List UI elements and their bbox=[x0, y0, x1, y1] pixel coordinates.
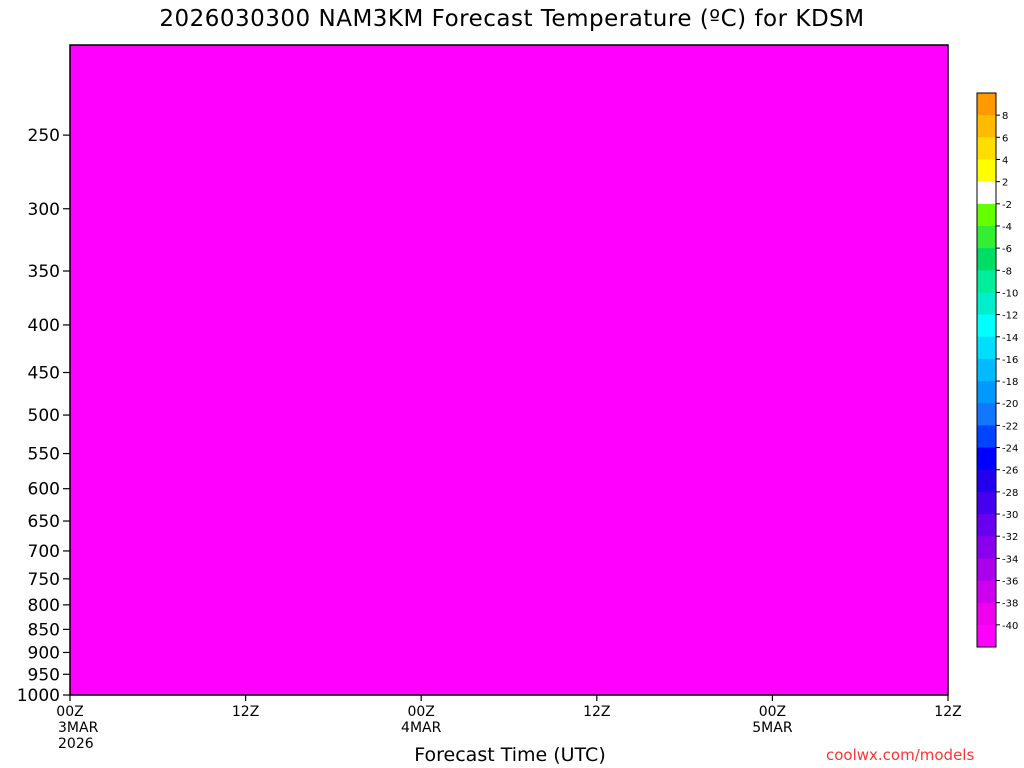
colorbar-label: 4 bbox=[1002, 155, 1008, 166]
colorbar-label: -6 bbox=[1002, 244, 1012, 255]
colorbar-swatch bbox=[977, 425, 996, 449]
colorbar-swatch bbox=[977, 514, 996, 537]
y-tick-label: 1000 bbox=[17, 686, 60, 706]
colorbar-label: -10 bbox=[1002, 288, 1018, 299]
x-tick-time: 12Z bbox=[232, 704, 259, 720]
x-tick-time: 00Z bbox=[407, 704, 434, 720]
colorbar-swatch bbox=[977, 115, 996, 138]
y-tick-label: 550 bbox=[28, 445, 60, 465]
colorbar-label: -22 bbox=[1002, 421, 1018, 432]
colorbar-label: -4 bbox=[1002, 222, 1012, 233]
colorbar-swatch bbox=[977, 381, 996, 404]
y-tick-label: 800 bbox=[28, 596, 60, 616]
colorbar-label: -28 bbox=[1002, 488, 1018, 499]
colorbar-label: -40 bbox=[1002, 621, 1018, 632]
x-tick-time: 12Z bbox=[583, 704, 610, 720]
colorbar-label: -16 bbox=[1002, 355, 1018, 366]
colorbar-swatch bbox=[977, 358, 996, 382]
colorbar-label: -36 bbox=[1002, 577, 1018, 588]
x-tick-date: 4MAR bbox=[401, 720, 442, 736]
x-tick-date: 5MAR bbox=[752, 720, 793, 736]
colorbar-swatch bbox=[977, 314, 996, 338]
y-tick-label: 500 bbox=[28, 406, 60, 426]
colorbar-swatch bbox=[977, 580, 996, 604]
colorbar-swatch bbox=[977, 558, 996, 582]
colorbar-swatch bbox=[977, 225, 996, 249]
colorbar-label: -12 bbox=[1002, 311, 1018, 322]
x-tick-time: 12Z bbox=[934, 704, 961, 720]
source-credit: coolwx.com/models bbox=[826, 746, 975, 764]
colorbar-swatch bbox=[977, 181, 996, 205]
x-tick-year: 2026 bbox=[58, 736, 94, 752]
colorbar-swatch bbox=[977, 292, 996, 316]
y-tick-label: 450 bbox=[28, 364, 60, 384]
colorbar-label: -20 bbox=[1002, 399, 1018, 410]
x-axis-label: Forecast Time (UTC) bbox=[414, 744, 606, 766]
y-tick-label: 750 bbox=[28, 570, 60, 590]
colorbar-label: 8 bbox=[1002, 111, 1008, 122]
colorbar-label: -18 bbox=[1002, 377, 1018, 388]
colorbar-swatch bbox=[977, 403, 996, 426]
cold-fill bbox=[70, 45, 948, 695]
y-tick-label: 850 bbox=[28, 620, 60, 640]
colorbar-label: -34 bbox=[1002, 554, 1018, 565]
colorbar-label: -26 bbox=[1002, 466, 1018, 477]
colorbar-label: -2 bbox=[1002, 200, 1012, 211]
x-tick-time: 00Z bbox=[759, 704, 786, 720]
colorbar-swatch bbox=[977, 93, 996, 116]
colorbar-swatch bbox=[977, 447, 996, 471]
colorbar-label: 2 bbox=[1002, 178, 1008, 189]
colorbar-swatch bbox=[977, 137, 996, 160]
colorbar-swatch bbox=[977, 469, 996, 493]
y-tick-label: 250 bbox=[28, 126, 60, 146]
colorbar-frame bbox=[976, 92, 997, 648]
y-tick-label: 700 bbox=[28, 542, 60, 562]
colorbar-swatch bbox=[977, 536, 996, 559]
x-tick-date: 3MAR bbox=[58, 720, 99, 736]
colorbar-label: -24 bbox=[1002, 444, 1018, 455]
colorbar-label: -8 bbox=[1002, 266, 1012, 277]
y-tick-label: 900 bbox=[28, 643, 60, 663]
colorbar-swatch bbox=[977, 602, 996, 626]
y-tick-label: 300 bbox=[28, 200, 60, 220]
colorbar-label: -14 bbox=[1002, 333, 1018, 344]
colorbar-swatch bbox=[977, 248, 996, 271]
colorbar-swatch bbox=[977, 336, 996, 360]
y-tick-label: 600 bbox=[28, 480, 60, 500]
y-tick-label: 400 bbox=[28, 316, 60, 336]
colorbar-label: -32 bbox=[1002, 532, 1018, 543]
colorbar-label: 6 bbox=[1002, 133, 1008, 144]
y-tick-label: 650 bbox=[28, 512, 60, 532]
y-tick-label: 350 bbox=[28, 262, 60, 282]
chart-title: 2026030300 NAM3KM Forecast Temperature (… bbox=[159, 6, 865, 32]
colorbar-label: -38 bbox=[1002, 599, 1018, 610]
colorbar-swatch bbox=[977, 624, 996, 648]
colorbar-swatch bbox=[977, 270, 996, 293]
colorbar-label: -30 bbox=[1002, 510, 1018, 521]
colorbar-swatch bbox=[977, 491, 996, 515]
colorbar-swatch bbox=[977, 159, 996, 183]
x-tick-time: 00Z bbox=[56, 704, 83, 720]
plot-frame bbox=[69, 44, 949, 696]
y-tick-label: 950 bbox=[28, 665, 60, 685]
colorbar-swatch bbox=[977, 203, 996, 227]
